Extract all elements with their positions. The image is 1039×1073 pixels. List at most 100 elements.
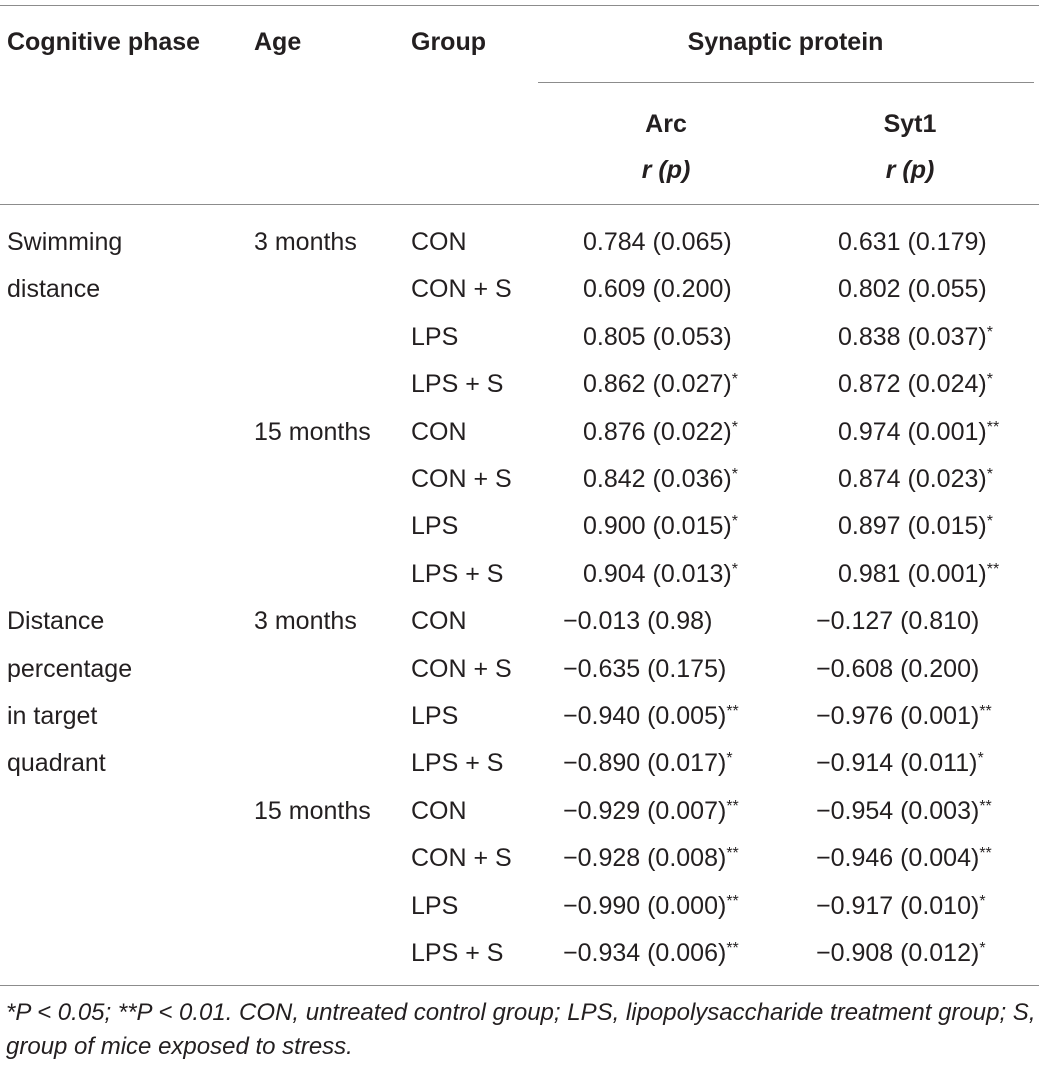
- syt1-cell-significance: **: [979, 798, 992, 815]
- header-synaptic-protein: Synaptic protein: [687, 28, 884, 56]
- age-cell: 3 months: [254, 228, 357, 256]
- arc-cell-significance: **: [726, 798, 739, 815]
- arc-cell-significance: *: [731, 561, 738, 578]
- arc-cell-value: 0.862 (0.027): [583, 370, 732, 398]
- cognitive-phase-label: Swimming: [7, 228, 123, 256]
- syt1-cell-significance: *: [979, 893, 986, 910]
- arc-cell-value: −0.635 (0.175): [563, 655, 727, 683]
- group-cell: LPS: [411, 892, 459, 920]
- cognitive-phase-label: in target: [7, 702, 98, 730]
- bottom-rule: [0, 985, 1039, 986]
- syt1-cell-value: 0.838 (0.037): [838, 323, 987, 351]
- syt1-cell: −0.954 (0.003)**: [816, 796, 992, 826]
- cognitive-phase-label: percentage: [7, 655, 133, 683]
- group-cell: LPS: [411, 512, 459, 540]
- arc-cell: −0.013 (0.98): [563, 606, 712, 636]
- arc-cell: 0.904 (0.013)*: [583, 559, 738, 589]
- group-cell: CON + S: [411, 465, 512, 493]
- arc-cell-value: 0.900 (0.015): [583, 512, 732, 540]
- arc-cell: −0.928 (0.008)**: [563, 843, 739, 873]
- syt1-cell-significance: **: [986, 561, 1000, 578]
- syt1-cell-value: 0.974 (0.001): [838, 418, 987, 446]
- arc-cell: −0.890 (0.017)*: [563, 748, 733, 778]
- group-cell: LPS + S: [411, 370, 504, 398]
- group-cell: LPS + S: [411, 749, 504, 777]
- arc-cell-significance: **: [726, 703, 739, 720]
- arc-cell: 0.876 (0.022)*: [583, 417, 738, 447]
- arc-cell-value: −0.928 (0.008): [563, 844, 727, 872]
- syt1-cell-value: −0.976 (0.001): [816, 702, 980, 730]
- syt1-cell-significance: **: [986, 419, 1000, 436]
- syt1-cell-value: 0.897 (0.015): [838, 512, 987, 540]
- arc-cell-value: −0.890 (0.017): [563, 749, 727, 777]
- arc-cell-value: 0.609 (0.200): [583, 275, 732, 303]
- syt1-cell: 0.981 (0.001)**: [838, 559, 999, 589]
- arc-cell: 0.805 (0.053): [583, 322, 732, 352]
- syt1-cell-value: −0.914 (0.011): [816, 749, 978, 777]
- group-cell: CON + S: [411, 275, 512, 303]
- arc-cell-significance: **: [726, 940, 739, 957]
- syt1-cell: 0.631 (0.179): [838, 227, 987, 257]
- footnote: *P < 0.05; **P < 0.01. CON, untreated co…: [6, 999, 1036, 1060]
- syt1-cell-value: 0.874 (0.023): [838, 465, 987, 493]
- syt1-cell-value: 0.631 (0.179): [838, 228, 987, 256]
- arc-cell-significance: *: [726, 750, 733, 767]
- syt1-cell: −0.908 (0.012)*: [816, 938, 986, 968]
- syt1-cell-value: −0.608 (0.200): [816, 655, 980, 683]
- group-cell: CON: [411, 418, 467, 446]
- syt1-cell-value: 0.872 (0.024): [838, 370, 987, 398]
- syt1-cell: −0.917 (0.010)*: [816, 891, 986, 921]
- syt1-cell-significance: *: [979, 940, 986, 957]
- syt1-cell: 0.897 (0.015)*: [838, 511, 993, 541]
- syt1-cell: 0.974 (0.001)**: [838, 417, 999, 447]
- group-cell: CON + S: [411, 844, 512, 872]
- arc-cell: −0.990 (0.000)**: [563, 891, 739, 921]
- group-cell: LPS + S: [411, 560, 504, 588]
- syt1-cell-significance: *: [986, 466, 993, 483]
- arc-cell-value: 0.876 (0.022): [583, 418, 732, 446]
- header-age: Age: [254, 28, 302, 56]
- arc-cell: 0.609 (0.200): [583, 274, 732, 304]
- group-cell: LPS: [411, 702, 459, 730]
- syt1-cell-value: 0.981 (0.001): [838, 560, 987, 588]
- arc-cell: 0.862 (0.027)*: [583, 369, 738, 399]
- arc-cell: −0.635 (0.175): [563, 654, 726, 684]
- arc-cell-significance: *: [731, 371, 738, 388]
- arc-cell: 0.842 (0.036)*: [583, 464, 738, 494]
- age-cell: 3 months: [254, 607, 357, 635]
- header-syt1-stat: r (p): [885, 156, 935, 184]
- cognitive-phase-label: quadrant: [7, 749, 106, 777]
- arc-cell: 0.900 (0.015)*: [583, 511, 738, 541]
- header-cognitive-phase: Cognitive phase: [7, 28, 201, 56]
- arc-cell: −0.940 (0.005)**: [563, 701, 739, 731]
- age-cell: 15 months: [254, 418, 371, 446]
- syt1-cell: 0.838 (0.037)*: [838, 322, 993, 352]
- arc-cell-value: 0.784 (0.065): [583, 228, 732, 256]
- age-cell: 15 months: [254, 797, 371, 825]
- subheader-rule: [538, 82, 1034, 83]
- arc-cell: −0.934 (0.006)**: [563, 938, 739, 968]
- syt1-cell-significance: **: [979, 845, 992, 862]
- arc-cell-value: −0.990 (0.000): [563, 892, 727, 920]
- arc-cell-value: −0.013 (0.98): [563, 607, 713, 635]
- syt1-cell-significance: *: [986, 513, 993, 530]
- syt1-cell: −0.914 (0.011)*: [816, 748, 984, 778]
- arc-cell: −0.929 (0.007)**: [563, 796, 739, 826]
- syt1-cell-significance: **: [979, 703, 992, 720]
- arc-cell-significance: **: [726, 845, 739, 862]
- cognitive-phase-label: distance: [7, 275, 101, 303]
- arc-cell: 0.784 (0.065): [583, 227, 732, 257]
- syt1-cell: −0.608 (0.200): [816, 654, 979, 684]
- group-cell: CON: [411, 607, 467, 635]
- syt1-cell: −0.976 (0.001)**: [816, 701, 992, 731]
- syt1-cell-value: −0.917 (0.010): [816, 892, 980, 920]
- header-arc: Arc: [645, 110, 687, 138]
- arc-cell-value: −0.934 (0.006): [563, 939, 727, 967]
- syt1-cell-value: −0.127 (0.810): [816, 607, 980, 635]
- top-rule: [0, 5, 1039, 6]
- group-cell: CON: [411, 228, 467, 256]
- syt1-cell-value: −0.954 (0.003): [816, 797, 980, 825]
- group-cell: LPS: [411, 323, 459, 351]
- syt1-cell-significance: *: [986, 324, 993, 341]
- arc-cell-significance: *: [731, 466, 738, 483]
